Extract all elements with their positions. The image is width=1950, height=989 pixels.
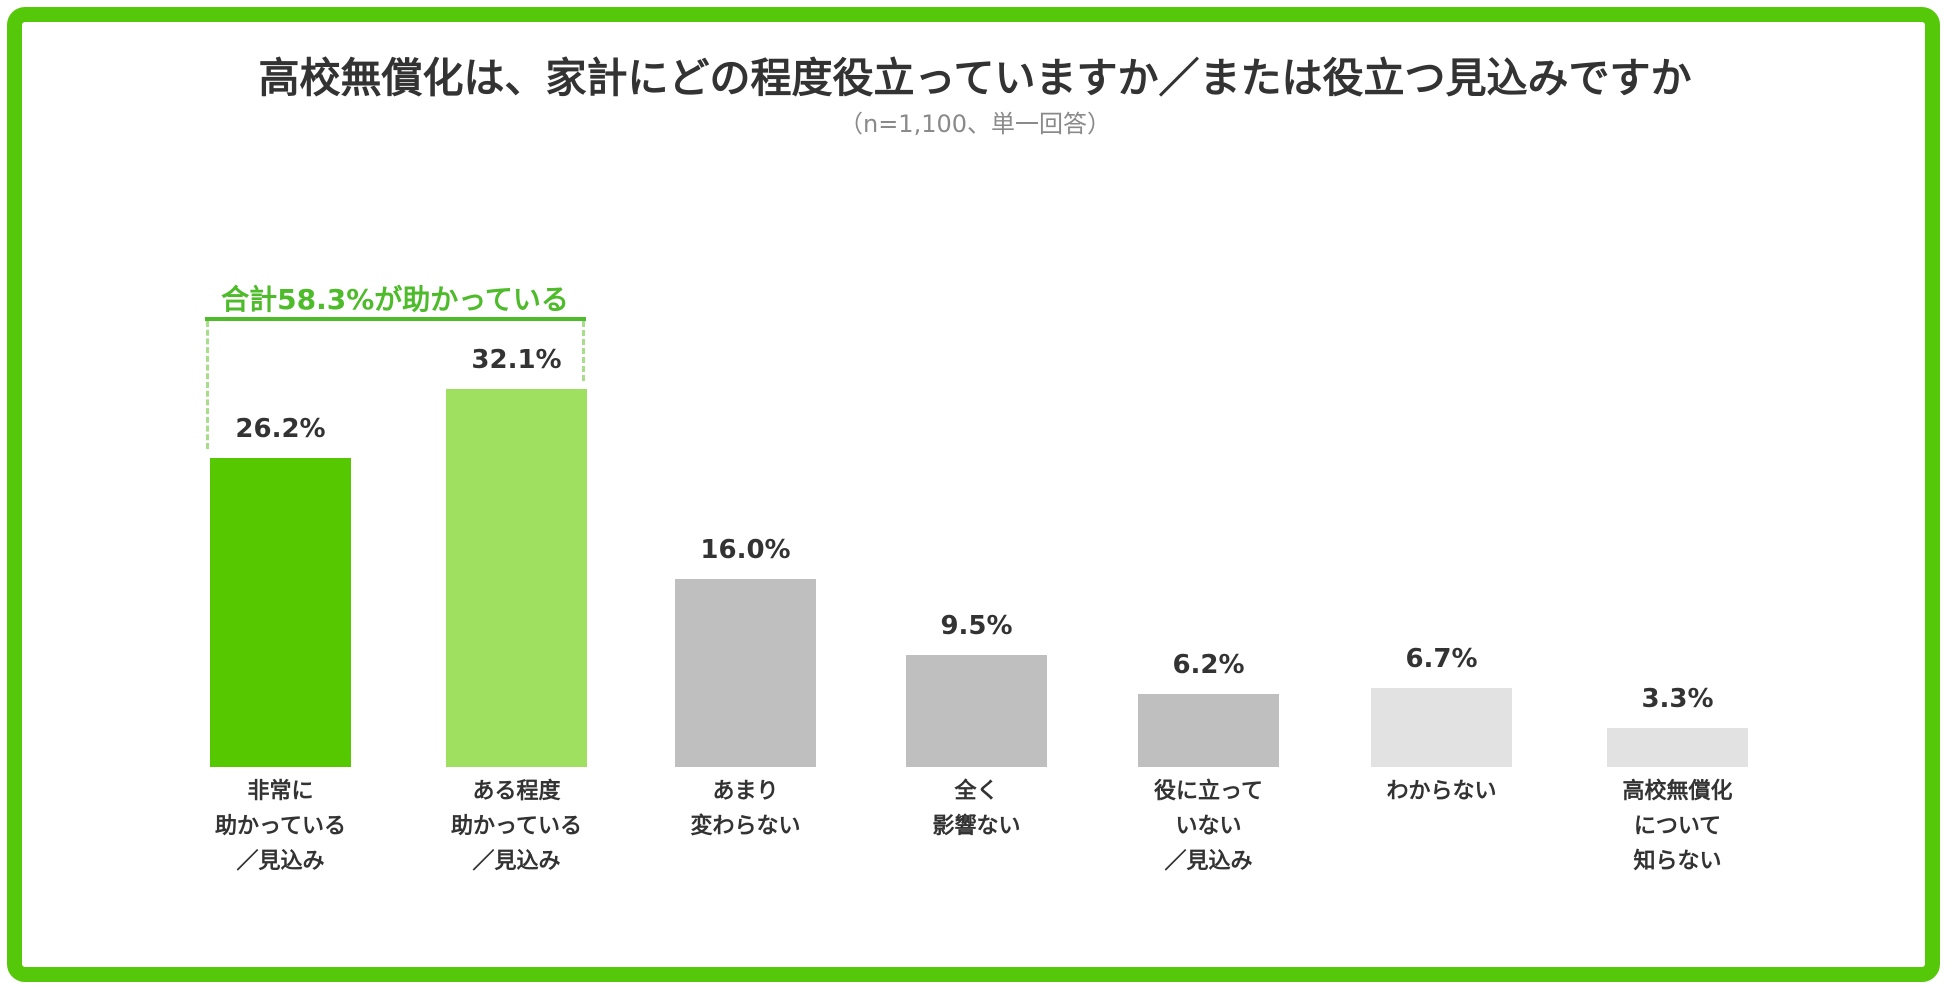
- category-label-line: 助かっている: [215, 814, 346, 839]
- bar-value-label: 26.2%: [235, 414, 326, 444]
- total-annotation-bracket-line: [205, 317, 586, 321]
- category-label-line: 高校無償化: [1622, 779, 1733, 804]
- bar-value-label: 6.2%: [1172, 650, 1245, 680]
- chart-subtitle: （n=1,100、単一回答）: [838, 110, 1112, 138]
- bar: [906, 655, 1047, 767]
- bar: [210, 458, 351, 767]
- bracket-left-dashed-line: [206, 321, 209, 449]
- category-label-line: 助かっている: [451, 814, 582, 839]
- category-label-line: いない: [1175, 814, 1242, 839]
- category-label-line: 非常に: [247, 779, 314, 804]
- category-label-line: 知らない: [1633, 849, 1722, 874]
- category-label-line: わからない: [1386, 779, 1497, 804]
- category-label: 高校無償化について知らない: [1568, 774, 1788, 879]
- category-label-line: 変わらない: [690, 814, 801, 839]
- category-label: わからない: [1332, 774, 1552, 809]
- total-annotation-label: 合計58.3%が助かっている: [221, 283, 569, 316]
- bar: [1607, 728, 1748, 767]
- bar-value-label: 16.0%: [700, 535, 791, 565]
- bar: [1138, 694, 1279, 767]
- bar: [675, 579, 816, 767]
- bracket-right-dashed-line: [582, 321, 585, 381]
- category-label-line: ある程度: [472, 779, 561, 804]
- category-label: 役に立っていない ／見込み: [1099, 774, 1319, 879]
- category-label-line: 影響ない: [932, 814, 1021, 839]
- category-label: ある程度助かっている ／見込み: [407, 774, 627, 879]
- category-label-line: ／見込み: [236, 849, 325, 874]
- category-label-line: ／見込み: [1164, 849, 1253, 874]
- category-label-line: 全く: [954, 779, 999, 804]
- bar-value-label: 6.7%: [1405, 644, 1478, 674]
- category-label: 全く 影響ない: [867, 774, 1087, 844]
- category-label-line: あまり: [712, 779, 779, 804]
- bar: [1371, 688, 1512, 767]
- bar-value-label: 32.1%: [471, 345, 562, 375]
- category-label-line: について: [1633, 814, 1722, 839]
- category-label-line: ／見込み: [472, 849, 561, 874]
- category-label-line: 役に立って: [1154, 779, 1263, 804]
- bar: [446, 389, 587, 767]
- chart-title: 高校無償化は、家計にどの程度役立っていますか／または役立つ見込みですか: [258, 54, 1692, 102]
- bar-value-label: 9.5%: [940, 611, 1013, 641]
- category-label: 非常に助かっている ／見込み: [171, 774, 391, 879]
- category-label: あまり 変わらない: [636, 774, 856, 844]
- bar-value-label: 3.3%: [1641, 684, 1714, 714]
